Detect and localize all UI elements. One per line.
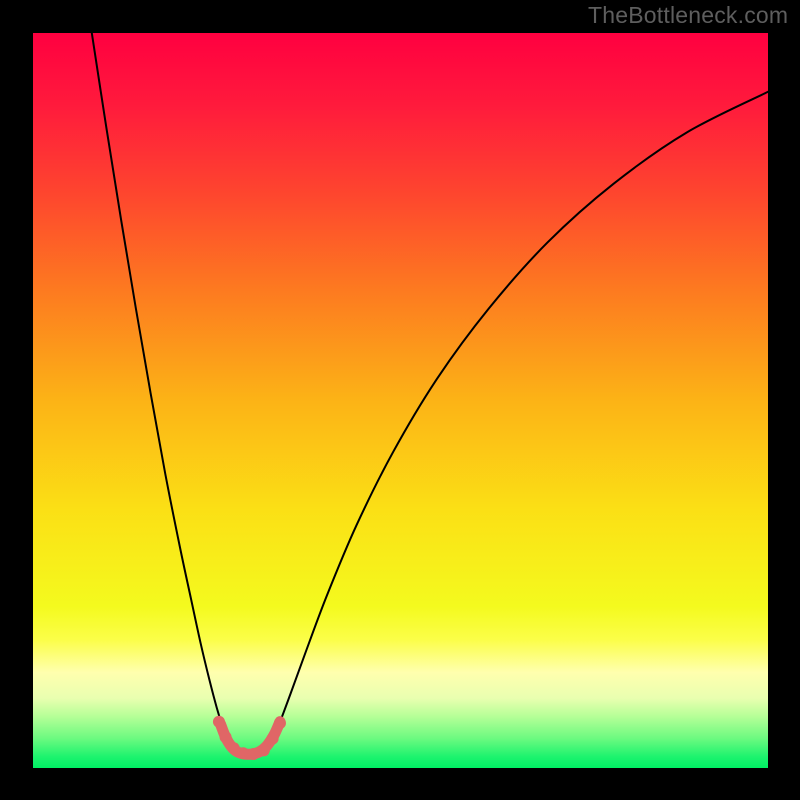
trace-dot [213, 716, 225, 728]
trace-dot [267, 733, 279, 745]
trace-dot [220, 731, 232, 743]
trace-dot [258, 744, 270, 756]
plot-area [33, 33, 768, 768]
trace-dot [274, 717, 286, 729]
gradient-background [33, 33, 768, 768]
trace-dot [248, 748, 260, 760]
chart-svg [33, 33, 768, 768]
watermark-text: TheBottleneck.com [588, 2, 788, 29]
chart-frame: TheBottleneck.com [0, 0, 800, 800]
trace-dot [237, 747, 249, 759]
